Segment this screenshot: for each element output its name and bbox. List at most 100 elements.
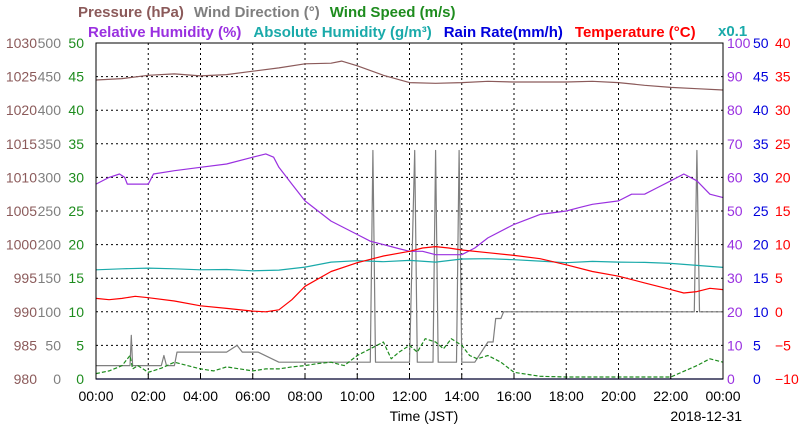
y-tick-label-humidity: 0 bbox=[727, 371, 735, 387]
y-tick-label-wind_speed: 35 bbox=[68, 136, 84, 152]
series-line bbox=[96, 149, 723, 367]
y-tick-label-pressure: 1000 bbox=[6, 237, 37, 253]
x-tick-label: 12:00 bbox=[392, 388, 427, 404]
y-tick-label-wind_direction: 200 bbox=[38, 237, 62, 253]
series-line bbox=[95, 246, 724, 313]
y-tick-label-wind_direction: 450 bbox=[38, 69, 62, 85]
y-tick-label-rain_rate: 0 bbox=[753, 371, 761, 387]
series-line bbox=[95, 258, 724, 272]
y-tick-label-wind_direction: 500 bbox=[38, 35, 62, 51]
y-tick-label-temperature: 15 bbox=[775, 203, 791, 219]
y-tick-label-humidity: 40 bbox=[727, 237, 743, 253]
series-line bbox=[95, 60, 724, 91]
y-tick-label-wind_speed: 50 bbox=[68, 35, 84, 51]
x-tick-label: 10:00 bbox=[340, 388, 375, 404]
x-tick-label: 02:00 bbox=[131, 388, 166, 404]
y-tick-label-rain_rate: 5 bbox=[753, 337, 761, 353]
x-tick-label: 22:00 bbox=[653, 388, 688, 404]
legend-row-1: Pressure (hPa) Wind Direction (°) Wind Spe… bbox=[78, 4, 455, 21]
legend: Pressure (hPa) Wind Direction (°) Wind Spe… bbox=[78, 4, 747, 41]
y-tick-label-humidity: 100 bbox=[727, 35, 751, 51]
series-line bbox=[95, 153, 724, 256]
x-tick-label: 20:00 bbox=[601, 388, 636, 404]
y-tick-label-rain_rate: 40 bbox=[753, 102, 769, 118]
y-tick-label-humidity: 90 bbox=[727, 69, 743, 85]
y-tick-label-temperature: 20 bbox=[775, 169, 791, 185]
left-axes: 9809859909951000100510101015102010251030… bbox=[6, 35, 84, 387]
y-tick-label-rain_rate: 45 bbox=[753, 69, 769, 85]
y-tick-label-temperature: 30 bbox=[775, 102, 791, 118]
y-tick-label-pressure: 985 bbox=[14, 337, 38, 353]
legend-item: Wind Speed (m/s) bbox=[330, 4, 456, 21]
y-tick-label-pressure: 995 bbox=[14, 270, 38, 286]
legend-item: Wind Direction (°) bbox=[194, 4, 320, 21]
legend-item: Temperature (°C) bbox=[575, 24, 696, 41]
y-tick-label-rain_rate: 10 bbox=[753, 304, 769, 320]
y-tick-label-pressure: 1010 bbox=[6, 169, 37, 185]
y-tick-label-rain_rate: 20 bbox=[753, 237, 769, 253]
y-tick-label-temperature: −5 bbox=[775, 337, 791, 353]
y-tick-label-humidity: 70 bbox=[727, 136, 743, 152]
y-tick-label-pressure: 980 bbox=[14, 371, 38, 387]
y-tick-label-rain_rate: 35 bbox=[753, 136, 769, 152]
x-tick-label: 06:00 bbox=[235, 388, 270, 404]
y-tick-label-humidity: 60 bbox=[727, 169, 743, 185]
y-tick-label-wind_speed: 0 bbox=[76, 371, 84, 387]
y-tick-label-wind_direction: 400 bbox=[38, 102, 62, 118]
y-tick-label-pressure: 1030 bbox=[6, 35, 37, 51]
legend-item: Absolute Humidity (g/m³) bbox=[253, 24, 431, 41]
y-tick-label-temperature: −10 bbox=[775, 371, 799, 387]
x-tick-label: 18:00 bbox=[549, 388, 584, 404]
y-tick-label-rain_rate: 15 bbox=[753, 270, 769, 286]
y-tick-label-humidity: 80 bbox=[727, 102, 743, 118]
y-tick-label-wind_speed: 5 bbox=[76, 337, 84, 353]
y-tick-label-humidity: 20 bbox=[727, 304, 743, 320]
legend-item: Relative Humidity (%) bbox=[88, 24, 241, 41]
y-tick-label-wind_speed: 10 bbox=[68, 304, 84, 320]
y-tick-label-humidity: 50 bbox=[727, 203, 743, 219]
y-tick-label-pressure: 1015 bbox=[6, 136, 37, 152]
y-tick-label-pressure: 1025 bbox=[6, 69, 37, 85]
x-axis: 00:00 02:00 04:00 06:00 08:00 10:00 12:00 14:00… bbox=[78, 374, 741, 404]
legend-item: Pressure (hPa) bbox=[78, 4, 184, 21]
y-tick-label-wind_direction: 250 bbox=[38, 203, 62, 219]
legend-item: Rain Rate(mm/h) bbox=[444, 24, 563, 41]
y-tick-label-pressure: 1020 bbox=[6, 102, 37, 118]
y-tick-label-wind_direction: 50 bbox=[45, 337, 61, 353]
y-tick-label-temperature: 0 bbox=[775, 304, 783, 320]
y-tick-label-temperature: 40 bbox=[775, 35, 791, 51]
y-tick-label-temperature: 5 bbox=[775, 270, 783, 286]
y-tick-label-humidity: 10 bbox=[727, 337, 743, 353]
y-tick-label-wind_direction: 0 bbox=[53, 371, 61, 387]
y-tick-label-pressure: 990 bbox=[14, 304, 38, 320]
y-tick-label-temperature: 35 bbox=[775, 69, 791, 85]
y-tick-label-wind_direction: 350 bbox=[38, 136, 62, 152]
x-tick-label: 14:00 bbox=[444, 388, 479, 404]
legend-row-2: Relative Humidity (%) Absolute Humidity (… bbox=[88, 24, 696, 41]
y-tick-label-wind_speed: 20 bbox=[68, 237, 84, 253]
y-tick-label-pressure: 1005 bbox=[6, 203, 37, 219]
y-tick-label-wind_speed: 30 bbox=[68, 169, 84, 185]
grid bbox=[96, 43, 723, 379]
y-tick-label-temperature: 25 bbox=[775, 136, 791, 152]
y-tick-label-wind_speed: 45 bbox=[68, 69, 84, 85]
x-tick-label: 16:00 bbox=[496, 388, 531, 404]
y-tick-label-rain_rate: 30 bbox=[753, 169, 769, 185]
series-line bbox=[95, 338, 724, 378]
y-tick-label-wind_direction: 300 bbox=[38, 169, 62, 185]
legend-scale-note: x0.1 bbox=[718, 23, 747, 40]
y-tick-label-rain_rate: 50 bbox=[753, 35, 769, 51]
y-tick-label-wind_speed: 25 bbox=[68, 203, 84, 219]
x-axis-label: Time (JST) bbox=[390, 408, 459, 424]
x-tick-label: 00:00 bbox=[705, 388, 740, 404]
y-tick-label-rain_rate: 25 bbox=[753, 203, 769, 219]
x-tick-label: 08:00 bbox=[287, 388, 322, 404]
y-tick-label-wind_speed: 15 bbox=[68, 270, 84, 286]
date-label: 2018-12-31 bbox=[670, 408, 742, 424]
x-tick-label: 00:00 bbox=[78, 388, 113, 404]
right-axes: 0102030405060708090100051015202530354045… bbox=[727, 35, 799, 387]
x-tick-label: 04:00 bbox=[183, 388, 218, 404]
y-tick-label-temperature: 10 bbox=[775, 237, 791, 253]
y-tick-label-humidity: 30 bbox=[727, 270, 743, 286]
